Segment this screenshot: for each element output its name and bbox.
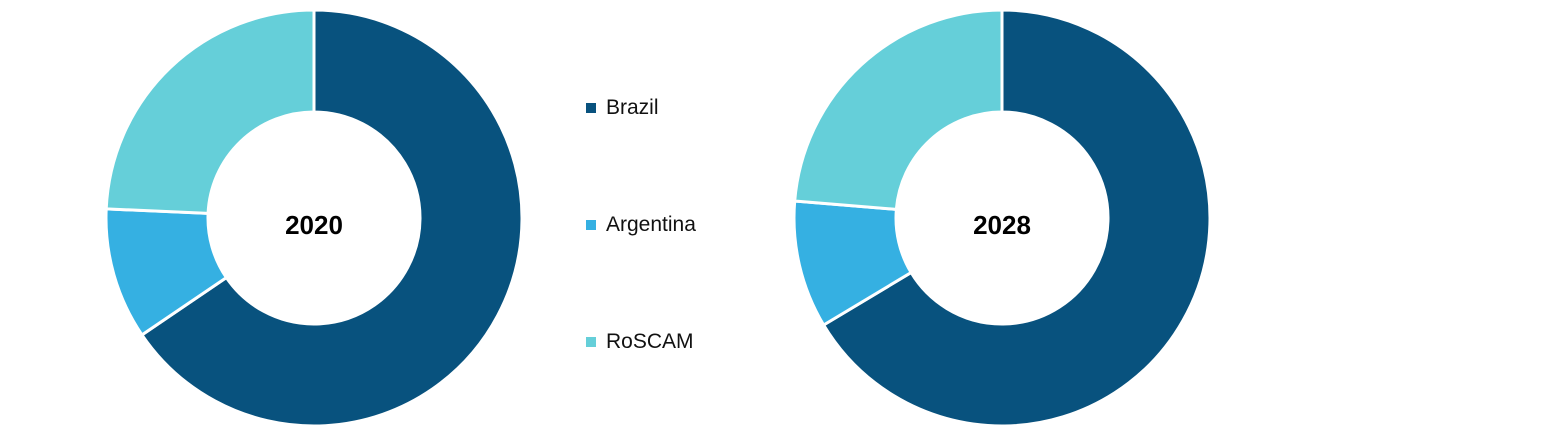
donut-2028-center-label: 2028 [973,210,1031,240]
legend-item-roscam: RoSCAM [586,330,696,354]
legend-label-argentina: Argentina [606,213,696,236]
slice-2028-roscam [793,8,1004,211]
legend-swatch-brazil [586,103,596,113]
legend-item-brazil: Brazil [586,96,696,120]
legend-label-roscam: RoSCAM [606,330,694,353]
donut-2028 [792,8,1212,428]
slice-2020-roscam [104,8,316,215]
legend-item-argentina: Argentina [586,213,696,237]
legend: Brazil Argentina RoSCAM [586,96,696,447]
legend-swatch-roscam [586,337,596,347]
slice-2028-brazil [821,8,1212,428]
donut-2020 [104,8,524,428]
legend-label-brazil: Brazil [606,96,659,119]
slice-2020-brazil [139,8,524,428]
legend-swatch-argentina [586,220,596,230]
donut-2020-center-label: 2020 [285,210,343,240]
charts-canvas: 2020 2028 [104,8,1212,428]
